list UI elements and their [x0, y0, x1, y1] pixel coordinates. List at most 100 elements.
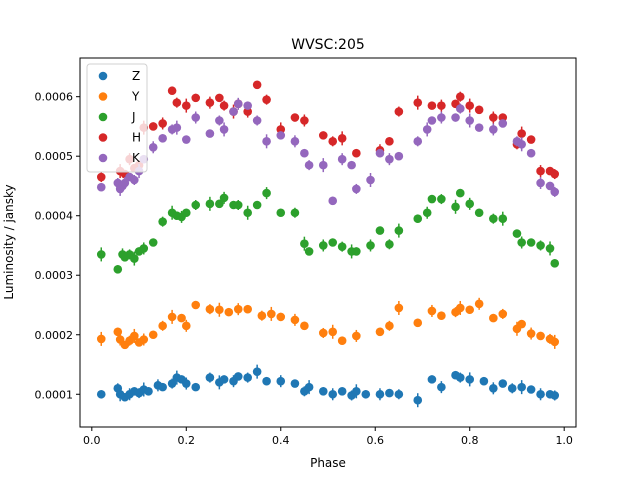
data-point — [498, 309, 508, 319]
data-point — [205, 373, 215, 382]
plot-area — [96, 80, 560, 408]
data-point — [113, 264, 123, 274]
data-point — [427, 306, 437, 316]
data-point — [366, 241, 375, 250]
data-point — [205, 199, 215, 209]
data-point — [474, 105, 484, 115]
data-point — [465, 199, 475, 209]
y-tick-label: 0.0006 — [35, 91, 74, 104]
legend-item-J: J — [98, 110, 136, 124]
data-point — [205, 129, 215, 138]
data-point — [455, 188, 465, 198]
data-point — [120, 178, 130, 188]
data-point — [465, 305, 475, 315]
data-point — [158, 321, 167, 331]
series-Y — [96, 297, 560, 350]
data-point — [536, 178, 545, 188]
data-point — [465, 116, 475, 125]
data-point — [337, 242, 347, 251]
data-point — [437, 382, 446, 392]
data-point — [215, 305, 224, 315]
data-point — [437, 194, 446, 204]
data-point — [96, 182, 106, 192]
data-point — [517, 139, 526, 149]
y-axis-label: Luminosity / jansky — [2, 184, 16, 299]
data-point — [337, 386, 347, 396]
data-point — [219, 375, 229, 384]
data-point — [233, 200, 243, 210]
legend-label: J — [131, 110, 136, 124]
data-point — [290, 137, 300, 146]
legend-item-H: H — [98, 131, 141, 145]
data-point — [318, 241, 328, 250]
data-point — [536, 241, 545, 250]
data-point — [545, 244, 555, 253]
data-point — [337, 336, 347, 346]
data-point — [347, 160, 356, 170]
data-point — [205, 304, 215, 314]
x-tick-label: 0.2 — [178, 434, 196, 447]
y-axis: 0.0001 0.0002 0.0003 0.0004 0.0005 0.0006 — [35, 91, 80, 401]
data-point — [96, 250, 106, 259]
data-point — [148, 122, 158, 131]
data-point — [385, 154, 394, 164]
data-point — [300, 148, 309, 158]
data-point — [328, 137, 338, 146]
data-point — [276, 131, 286, 140]
data-point — [550, 169, 560, 179]
data-point — [512, 229, 522, 238]
legend-marker — [98, 71, 108, 81]
data-point — [498, 113, 508, 122]
data-point — [526, 135, 536, 144]
data-point — [318, 131, 328, 140]
data-point — [517, 382, 526, 392]
data-point — [536, 389, 545, 399]
data-point — [498, 214, 508, 223]
data-point — [300, 116, 309, 125]
data-point — [427, 116, 437, 125]
data-point — [437, 311, 446, 321]
data-point — [550, 259, 560, 268]
data-point — [181, 101, 191, 110]
series-K — [96, 97, 560, 206]
data-point — [413, 318, 423, 328]
x-tick-label: 0.8 — [461, 434, 479, 447]
data-point — [489, 113, 498, 122]
data-point — [394, 151, 404, 161]
data-point — [167, 312, 177, 322]
data-point — [385, 137, 394, 146]
data-point — [139, 335, 149, 344]
data-point — [526, 148, 536, 158]
data-point — [148, 238, 158, 247]
data-point — [517, 238, 526, 247]
x-tick-label: 0.4 — [272, 434, 290, 447]
data-point — [427, 194, 437, 204]
data-point — [375, 226, 385, 235]
data-point — [318, 160, 328, 170]
data-point — [215, 93, 224, 103]
data-point — [148, 330, 158, 340]
data-point — [181, 208, 191, 218]
legend-item-Y: Y — [98, 90, 140, 104]
legend-label: K — [132, 151, 141, 165]
data-point — [394, 303, 404, 313]
data-point — [455, 303, 465, 313]
legend-marker — [98, 112, 108, 122]
data-point — [181, 135, 191, 144]
x-tick-label: 1.0 — [555, 434, 573, 447]
data-point — [328, 327, 338, 337]
data-point — [181, 321, 191, 331]
data-point — [167, 379, 177, 388]
legend-marker — [98, 92, 108, 101]
data-point — [130, 254, 139, 263]
data-point — [130, 331, 139, 341]
x-axis-label: Phase — [310, 456, 346, 470]
data-point — [352, 184, 361, 194]
data-point — [300, 239, 309, 248]
series-J — [96, 187, 560, 274]
data-point — [252, 116, 262, 125]
data-point — [352, 247, 361, 256]
data-point — [243, 304, 252, 314]
data-point — [191, 200, 201, 210]
data-point — [262, 95, 271, 104]
